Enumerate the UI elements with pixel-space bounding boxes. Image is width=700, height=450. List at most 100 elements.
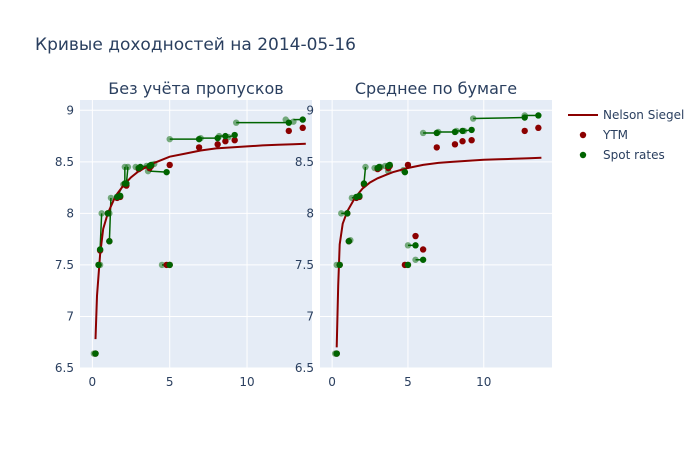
nelson-siegel-line xyxy=(94,142,306,340)
ytm-point xyxy=(419,246,427,253)
ytm-point xyxy=(451,141,459,148)
spot-point xyxy=(401,168,409,176)
ytm-point xyxy=(459,138,466,145)
y-tick-label: 9 xyxy=(306,103,314,117)
spot-point xyxy=(299,116,306,123)
y-tick-label: 8.5 xyxy=(295,155,314,169)
spot-point xyxy=(419,256,427,263)
y-tick-label: 8 xyxy=(306,206,314,220)
spot-point xyxy=(386,161,393,169)
spot-point xyxy=(356,192,363,200)
spot-point xyxy=(375,163,383,171)
plot-area xyxy=(320,100,552,368)
spot-point xyxy=(163,168,170,176)
nelson-siegel-line xyxy=(335,156,542,348)
spot-shadow-point xyxy=(158,261,166,269)
spot-point xyxy=(459,127,466,135)
y-tick-label: 8 xyxy=(66,206,74,220)
spot-connector-line xyxy=(473,116,525,120)
y-tick-label: 9 xyxy=(66,103,74,117)
spot-shadow-point xyxy=(404,242,412,249)
spot-points xyxy=(92,116,306,357)
spot-point xyxy=(344,210,351,217)
legend-label: Spot rates xyxy=(603,148,665,162)
legend-label: Nelson Siegel xyxy=(603,108,684,122)
y-tick-label: 7.5 xyxy=(295,258,314,272)
legend-label: YTM xyxy=(602,128,628,142)
ytm-point xyxy=(285,127,292,135)
y-tick-label: 6.5 xyxy=(55,361,74,375)
y-tick-label: 7 xyxy=(306,309,314,323)
ytm-point xyxy=(468,137,475,144)
ytm-point xyxy=(404,161,412,169)
spot-shadow-point xyxy=(419,129,427,137)
x-tick-label: 0 xyxy=(328,375,336,389)
y-tick-label: 7.5 xyxy=(55,258,74,272)
plot-area xyxy=(80,100,312,368)
spot-point xyxy=(404,261,412,269)
legend-swatch-spot xyxy=(579,151,587,159)
spot-point xyxy=(360,180,368,187)
x-tick-label: 5 xyxy=(166,375,174,389)
y-tick-label: 8.5 xyxy=(55,155,74,169)
y-tick-label: 6.5 xyxy=(295,361,314,375)
ytm-point xyxy=(299,124,306,132)
ytm-point xyxy=(433,144,440,151)
spot-shadow-point xyxy=(233,119,240,126)
ytm-point xyxy=(195,144,203,151)
spot-point xyxy=(166,261,173,269)
spot-shadow-point xyxy=(124,163,132,171)
subplot-title: Среднее по бумаге xyxy=(355,79,517,98)
x-tick-label: 5 xyxy=(404,375,412,389)
chart-title: Кривые доходностей на 2014-05-16 xyxy=(35,35,356,55)
spot-point xyxy=(345,238,353,245)
spot-point xyxy=(92,350,99,357)
spot-point xyxy=(195,135,203,143)
ytm-point xyxy=(222,138,229,145)
spot-shadow-point xyxy=(412,256,419,263)
spot-point xyxy=(123,180,130,187)
spot-shadow-point xyxy=(362,163,369,171)
spot-point xyxy=(333,350,340,357)
ytm-point xyxy=(535,124,542,132)
spot-point xyxy=(535,112,542,119)
ytm-point xyxy=(166,161,173,169)
spot-shadow-point xyxy=(166,135,173,143)
subplot-2: Среднее по бумаге 6.5 7 7.5 8 8.5 9 0 5 10 xyxy=(295,79,552,389)
spot-point xyxy=(117,192,124,200)
spot-point xyxy=(106,238,113,245)
spot-point xyxy=(285,119,292,126)
spot-shadow-point xyxy=(338,210,345,217)
spot-point xyxy=(222,132,229,140)
ytm-point xyxy=(412,232,419,240)
spot-point xyxy=(521,114,528,121)
ytm-point xyxy=(521,127,528,135)
x-tick-label: 10 xyxy=(239,375,254,389)
spot-point xyxy=(95,261,102,269)
spot-shadow-point xyxy=(98,210,105,217)
ytm-point xyxy=(214,141,221,148)
spot-shadow-point xyxy=(107,194,115,202)
legend-swatch-ytm xyxy=(579,131,587,139)
spot-points xyxy=(333,112,542,357)
spot-point xyxy=(214,134,221,142)
spot-point xyxy=(137,163,144,171)
x-tick-label: 10 xyxy=(476,375,491,389)
spot-shadow-point xyxy=(469,115,477,122)
spot-point xyxy=(96,246,104,253)
spot-point xyxy=(412,242,419,249)
spot-point xyxy=(433,129,440,137)
spot-point xyxy=(104,210,112,217)
spot-point xyxy=(336,261,343,269)
x-tick-label: 0 xyxy=(89,375,97,389)
legend: Nelson Siegel YTM Spot rates xyxy=(568,108,684,162)
spot-point xyxy=(451,128,459,136)
subplot-1: Без учёта пропусков 6.5 7 7.5 8 8.5 9 0 5 10 xyxy=(55,79,312,389)
spot-connector-line xyxy=(99,213,103,250)
ytm-point xyxy=(231,137,238,144)
spot-point xyxy=(468,126,475,134)
subplot-title: Без учёта пропусков xyxy=(108,79,283,98)
spot-point xyxy=(147,161,155,169)
